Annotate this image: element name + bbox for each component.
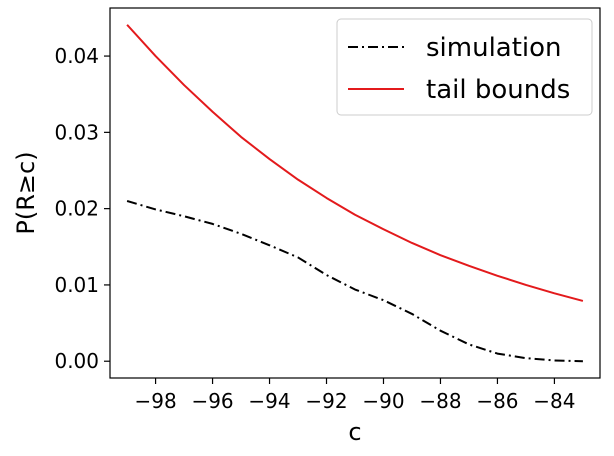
- y-tick-label: 0.00: [54, 349, 99, 373]
- y-tick-label: 0.04: [54, 44, 99, 68]
- x-tick-label: −90: [362, 389, 404, 413]
- legend: simulation tail bounds: [336, 18, 593, 116]
- y-axis-ticks: 0.00 0.01 0.02 0.03 0.04: [54, 44, 110, 373]
- x-axis-label: c: [348, 418, 361, 446]
- plot-area: [126, 24, 584, 363]
- x-tick-label: −86: [476, 389, 518, 413]
- x-tick-label: −94: [248, 389, 290, 413]
- y-tick-label: 0.03: [54, 120, 99, 144]
- series-line-tail-bounds: [126, 24, 584, 302]
- x-axis-ticks: −98 −96 −94 −92 −90 −88 −86 −84: [134, 378, 576, 413]
- y-tick-label: 0.02: [54, 197, 99, 221]
- y-tick-label: 0.01: [54, 273, 99, 297]
- series-line-simulation: [126, 200, 583, 363]
- x-tick-label: −92: [305, 389, 347, 413]
- legend-label-tail-bounds: tail bounds: [426, 75, 570, 105]
- legend-box: [336, 18, 593, 116]
- x-tick-label: −84: [533, 389, 575, 413]
- x-tick-label: −96: [191, 389, 233, 413]
- x-tick-label: −98: [134, 389, 176, 413]
- x-tick-label: −88: [419, 389, 461, 413]
- y-axis-label: P(R≥c): [12, 151, 40, 234]
- legend-label-simulation: simulation: [426, 33, 562, 63]
- plot-frame: [109, 7, 601, 379]
